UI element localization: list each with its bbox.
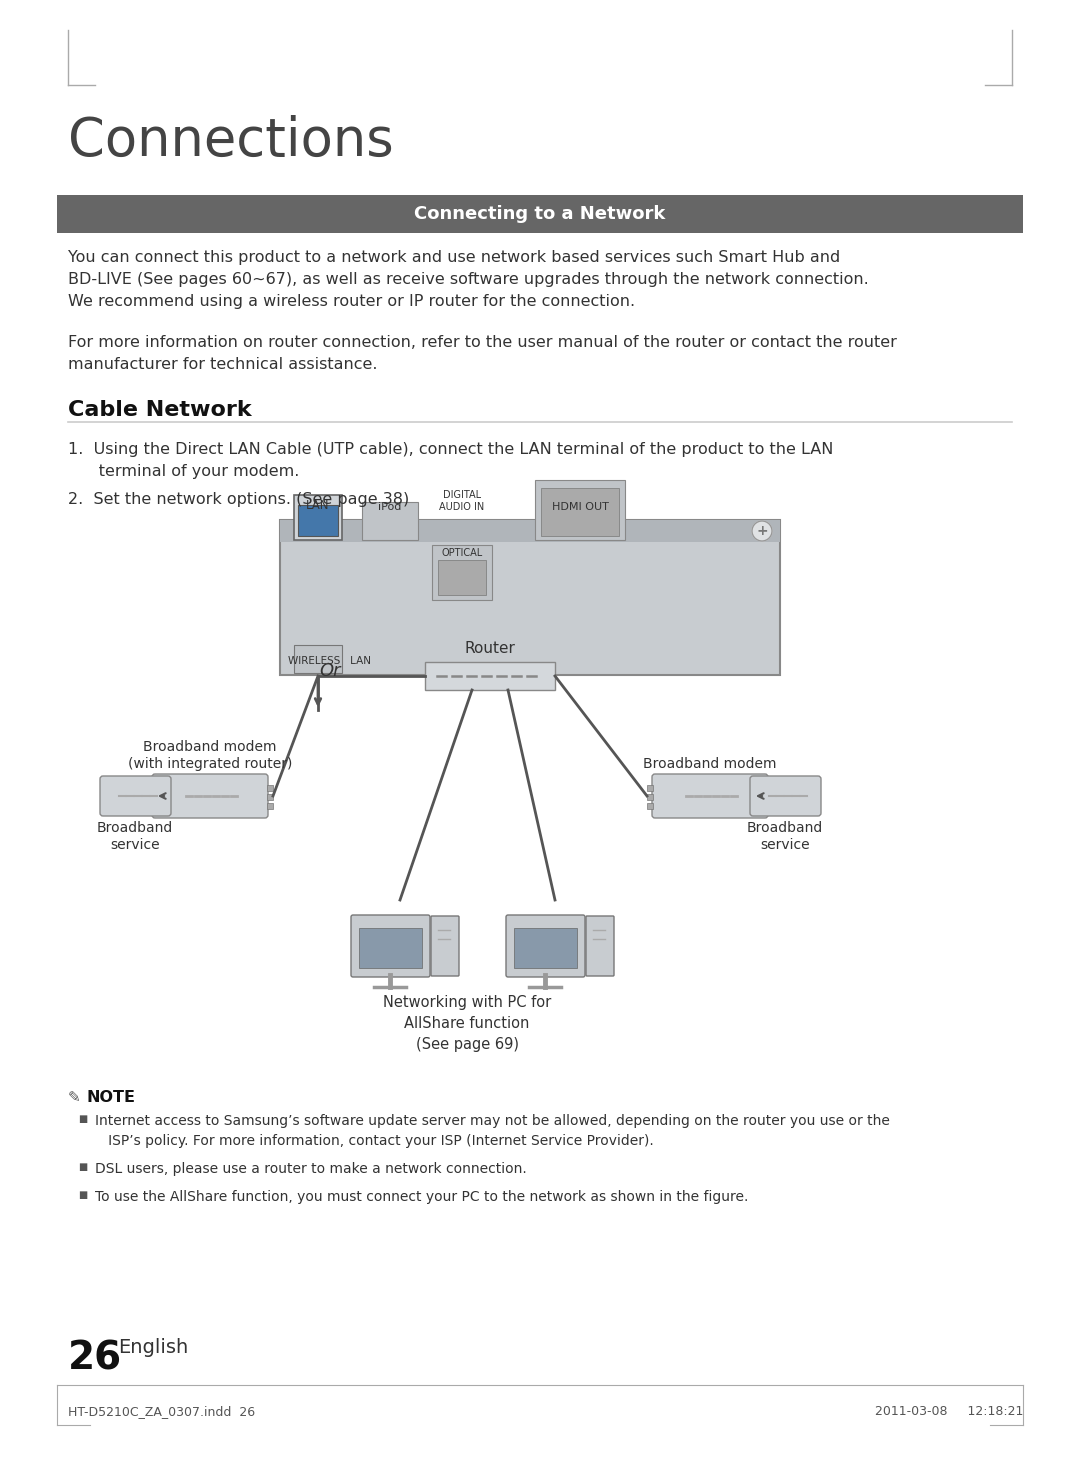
Bar bbox=[57, 195, 1023, 234]
FancyBboxPatch shape bbox=[586, 916, 615, 976]
Text: NOTE: NOTE bbox=[86, 1090, 135, 1105]
Bar bbox=[294, 645, 342, 673]
FancyBboxPatch shape bbox=[507, 916, 585, 978]
Text: ✎: ✎ bbox=[68, 1090, 85, 1105]
Text: 2.  Set the network options. (See page 38): 2. Set the network options. (See page 38… bbox=[68, 493, 409, 507]
Text: 2011-03-08     12:18:21: 2011-03-08 12:18:21 bbox=[875, 1405, 1023, 1418]
Bar bbox=[280, 521, 780, 541]
Text: Cable Network: Cable Network bbox=[68, 399, 252, 420]
Text: ■: ■ bbox=[78, 1114, 87, 1124]
Bar bbox=[298, 504, 338, 535]
Text: Internet access to Samsung’s software update server may not be allowed, dependin: Internet access to Samsung’s software up… bbox=[95, 1114, 890, 1148]
FancyBboxPatch shape bbox=[351, 916, 430, 978]
Text: ■: ■ bbox=[78, 1162, 87, 1171]
Text: 1.  Using the Direct LAN Cable (UTP cable), connect the LAN terminal of the prod: 1. Using the Direct LAN Cable (UTP cable… bbox=[68, 442, 834, 479]
Bar bbox=[647, 794, 653, 800]
FancyBboxPatch shape bbox=[426, 663, 555, 691]
Text: Broadband modem
(with integrated router): Broadband modem (with integrated router) bbox=[127, 740, 293, 771]
Text: LAN: LAN bbox=[307, 498, 329, 512]
Text: Connecting to a Network: Connecting to a Network bbox=[415, 206, 665, 223]
Text: iPod: iPod bbox=[378, 501, 402, 512]
Bar bbox=[647, 803, 653, 809]
FancyBboxPatch shape bbox=[152, 774, 268, 818]
FancyBboxPatch shape bbox=[750, 776, 821, 816]
Text: DSL users, please use a router to make a network connection.: DSL users, please use a router to make a… bbox=[95, 1162, 527, 1176]
Text: HDMI OUT: HDMI OUT bbox=[552, 501, 608, 512]
Text: OPTICAL: OPTICAL bbox=[442, 549, 483, 558]
Bar bbox=[359, 927, 422, 967]
Text: English: English bbox=[118, 1338, 188, 1358]
Text: ■: ■ bbox=[78, 1191, 87, 1199]
Text: 26: 26 bbox=[68, 1340, 122, 1378]
Bar bbox=[432, 544, 492, 600]
Bar bbox=[267, 803, 273, 809]
Text: Networking with PC for
AllShare function
(See page 69): Networking with PC for AllShare function… bbox=[383, 995, 551, 1052]
Circle shape bbox=[752, 521, 772, 541]
Text: Connections: Connections bbox=[68, 115, 394, 167]
Bar bbox=[362, 501, 418, 540]
Text: DIGITAL
AUDIO IN: DIGITAL AUDIO IN bbox=[440, 491, 485, 512]
Bar bbox=[280, 521, 780, 674]
Text: HT-D5210C_ZA_0307.indd  26: HT-D5210C_ZA_0307.indd 26 bbox=[68, 1405, 255, 1418]
Bar bbox=[647, 785, 653, 791]
Text: You can connect this product to a network and use network based services such Sm: You can connect this product to a networ… bbox=[68, 250, 868, 309]
FancyBboxPatch shape bbox=[431, 916, 459, 976]
FancyBboxPatch shape bbox=[652, 774, 768, 818]
Text: Broadband
service: Broadband service bbox=[97, 821, 173, 852]
Bar bbox=[267, 785, 273, 791]
Text: +: + bbox=[756, 524, 768, 538]
Bar bbox=[294, 495, 342, 540]
Text: WIRELESS   LAN: WIRELESS LAN bbox=[288, 657, 372, 666]
Text: To use the AllShare function, you must connect your PC to the network as shown i: To use the AllShare function, you must c… bbox=[95, 1191, 748, 1204]
FancyBboxPatch shape bbox=[100, 776, 171, 816]
Text: Broadband modem: Broadband modem bbox=[644, 757, 777, 771]
Text: Router: Router bbox=[464, 640, 515, 657]
Text: Broadband
service: Broadband service bbox=[747, 821, 823, 852]
Bar bbox=[267, 794, 273, 800]
Text: Or: Or bbox=[320, 663, 341, 680]
Bar bbox=[541, 488, 619, 535]
Bar bbox=[535, 481, 625, 540]
Text: For more information on router connection, refer to the user manual of the route: For more information on router connectio… bbox=[68, 336, 896, 373]
Bar bbox=[438, 561, 486, 595]
Bar bbox=[514, 927, 577, 967]
